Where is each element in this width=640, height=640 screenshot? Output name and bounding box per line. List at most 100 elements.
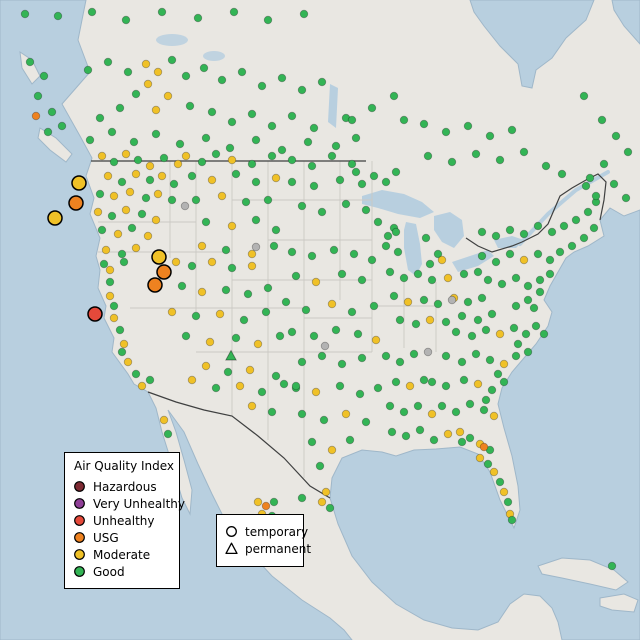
station-marker-usg[interactable]: [261, 501, 271, 511]
station-marker-good[interactable]: [609, 179, 619, 189]
station-marker-good[interactable]: [145, 375, 155, 385]
station-marker-good[interactable]: [191, 311, 201, 321]
station-marker-good[interactable]: [325, 503, 335, 513]
station-marker-good[interactable]: [507, 125, 517, 135]
station-marker-moderate[interactable]: [235, 381, 245, 391]
station-marker-moderate[interactable]: [151, 105, 161, 115]
station-marker-moderate[interactable]: [153, 67, 163, 77]
station-marker-good[interactable]: [327, 151, 337, 161]
station-marker-moderate[interactable]: [443, 273, 453, 283]
station-marker-moderate[interactable]: [443, 429, 453, 439]
station-marker-good[interactable]: [287, 111, 297, 121]
station-marker-good[interactable]: [263, 195, 273, 205]
station-marker-good[interactable]: [441, 351, 451, 361]
station-marker-good[interactable]: [539, 329, 549, 339]
station-marker-good[interactable]: [297, 85, 307, 95]
station-marker-good[interactable]: [481, 395, 491, 405]
station-marker-good[interactable]: [83, 65, 93, 75]
station-marker-moderate[interactable]: [159, 415, 169, 425]
station-marker-moderate[interactable]: [489, 411, 499, 421]
station-marker-good[interactable]: [511, 301, 521, 311]
station-marker-good[interactable]: [119, 257, 129, 267]
station-marker-moderate[interactable]: [187, 375, 197, 385]
station-marker-good[interactable]: [103, 57, 113, 67]
station-marker-moderate[interactable]: [137, 381, 147, 391]
station-marker-good[interactable]: [437, 401, 447, 411]
station-marker-good[interactable]: [485, 131, 495, 141]
station-marker-good[interactable]: [535, 275, 545, 285]
station-marker-good[interactable]: [389, 291, 399, 301]
station-marker-good[interactable]: [331, 141, 341, 151]
station-marker-good[interactable]: [247, 159, 257, 169]
station-marker-good[interactable]: [105, 277, 115, 287]
station-marker-good[interactable]: [115, 325, 125, 335]
station-marker-good[interactable]: [413, 269, 423, 279]
station-marker-moderate[interactable]: [217, 191, 227, 201]
station-marker-good[interactable]: [225, 349, 237, 361]
station-marker-good[interactable]: [383, 231, 393, 241]
station-marker-good[interactable]: [425, 259, 435, 269]
station-marker-moderate[interactable]: [499, 359, 509, 369]
station-marker-moderate[interactable]: [327, 299, 337, 309]
station-marker-good[interactable]: [459, 375, 469, 385]
station-marker-usg[interactable]: [31, 111, 41, 121]
station-marker-good[interactable]: [349, 249, 359, 259]
station-marker-moderate[interactable]: [93, 207, 103, 217]
station-marker-no_data[interactable]: [447, 295, 457, 305]
station-marker-good[interactable]: [441, 381, 451, 391]
station-marker-moderate[interactable]: [121, 205, 131, 215]
station-marker-moderate[interactable]: [105, 265, 115, 275]
station-marker-moderate[interactable]: [405, 381, 415, 391]
station-marker-good[interactable]: [151, 129, 161, 139]
station-marker-good[interactable]: [141, 193, 151, 203]
station-marker-good[interactable]: [355, 389, 365, 399]
station-marker-moderate[interactable]: [341, 409, 351, 419]
station-marker-good[interactable]: [597, 115, 607, 125]
station-marker-moderate[interactable]: [455, 427, 465, 437]
station-marker-good[interactable]: [57, 121, 67, 131]
station-marker-good[interactable]: [237, 67, 247, 77]
station-marker-good[interactable]: [115, 103, 125, 113]
station-marker-good[interactable]: [511, 351, 521, 361]
station-marker-moderate[interactable]: [143, 79, 153, 89]
station-marker-good[interactable]: [511, 273, 521, 283]
station-marker-good[interactable]: [267, 151, 277, 161]
station-marker-good[interactable]: [433, 249, 443, 259]
station-marker-good[interactable]: [495, 477, 505, 487]
station-marker-moderate[interactable]: [171, 257, 181, 267]
station-marker-good[interactable]: [485, 355, 495, 365]
station-marker-good[interactable]: [599, 159, 609, 169]
station-marker-moderate[interactable]: [109, 313, 119, 323]
station-marker-good[interactable]: [43, 127, 53, 137]
station-marker-moderate[interactable]: [123, 357, 133, 367]
station-marker-good[interactable]: [581, 181, 591, 191]
station-marker-no_data[interactable]: [423, 347, 433, 357]
station-marker-good[interactable]: [541, 161, 551, 171]
station-marker-moderate[interactable]: [157, 171, 167, 181]
station-marker-good[interactable]: [523, 295, 533, 305]
station-marker-usg[interactable]: [479, 442, 489, 452]
station-marker-good[interactable]: [107, 211, 117, 221]
station-marker-good[interactable]: [271, 225, 281, 235]
station-marker-good[interactable]: [621, 193, 631, 203]
station-marker-good[interactable]: [473, 267, 483, 277]
station-marker-good[interactable]: [499, 377, 509, 387]
station-marker-moderate[interactable]: [173, 159, 183, 169]
station-marker-good[interactable]: [307, 437, 317, 447]
station-marker-good[interactable]: [451, 327, 461, 337]
station-marker-good[interactable]: [471, 349, 481, 359]
station-marker-good[interactable]: [177, 281, 187, 291]
station-marker-good[interactable]: [385, 401, 395, 411]
station-marker-moderate[interactable]: [247, 401, 257, 411]
station-marker-no_data[interactable]: [320, 341, 330, 351]
station-marker-good[interactable]: [415, 425, 425, 435]
station-marker-good[interactable]: [25, 57, 35, 67]
station-marker-moderate[interactable]: [247, 261, 257, 271]
station-marker-good[interactable]: [187, 171, 197, 181]
station-marker-good[interactable]: [175, 139, 185, 149]
station-marker-good[interactable]: [20, 9, 30, 19]
station-marker-good[interactable]: [53, 11, 63, 21]
station-marker-good[interactable]: [505, 225, 515, 235]
station-marker-good[interactable]: [533, 249, 543, 259]
station-marker-moderate[interactable]: [47, 210, 63, 226]
